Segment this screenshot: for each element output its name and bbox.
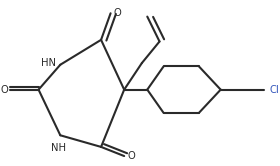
Text: Cl: Cl [269,85,279,95]
Text: O: O [113,8,121,18]
Text: HN: HN [41,58,55,68]
Text: O: O [127,151,135,161]
Text: O: O [0,85,8,95]
Text: NH: NH [52,143,66,153]
